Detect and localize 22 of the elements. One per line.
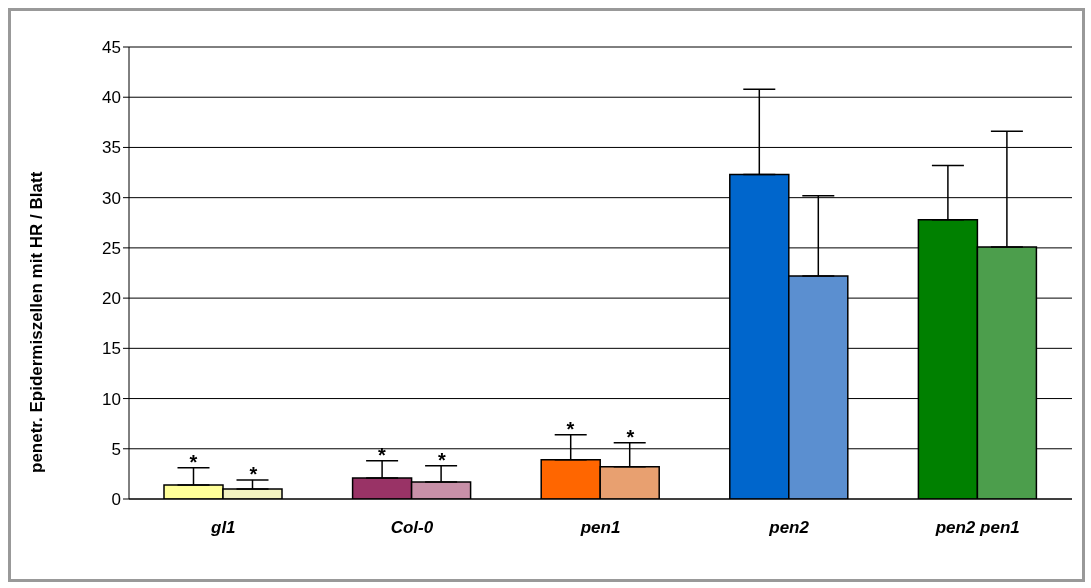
annotation: * bbox=[566, 417, 575, 440]
x-tick-label: pen2 pen1 bbox=[934, 518, 1020, 538]
y-tick-label: 20 bbox=[102, 289, 121, 309]
y-tick-label: 25 bbox=[102, 238, 121, 258]
y-tick-label: 45 bbox=[102, 38, 121, 58]
y-axis-title: penetr. Epidermiszellen mit HR / Blatt bbox=[27, 171, 47, 473]
annotation: * bbox=[626, 425, 635, 448]
annotation: * bbox=[249, 462, 258, 485]
x-tick-label: pen2 bbox=[768, 518, 810, 538]
x-tick-label: Col-0 bbox=[390, 518, 434, 538]
y-tick-label: 40 bbox=[102, 88, 121, 108]
annotation: * bbox=[438, 448, 446, 471]
x-tick-label: gl1 bbox=[210, 518, 236, 538]
y-tick-label: 15 bbox=[102, 339, 121, 359]
y-tick-label: 0 bbox=[111, 490, 121, 510]
annotation: * bbox=[189, 450, 198, 473]
y-tick-label: 10 bbox=[102, 389, 121, 409]
y-tick-label: 35 bbox=[102, 138, 121, 158]
annotation: * bbox=[378, 443, 386, 466]
y-tick-label: 5 bbox=[111, 439, 121, 459]
x-tick-label: pen1 bbox=[579, 518, 621, 538]
y-tick-label: 30 bbox=[102, 188, 121, 208]
